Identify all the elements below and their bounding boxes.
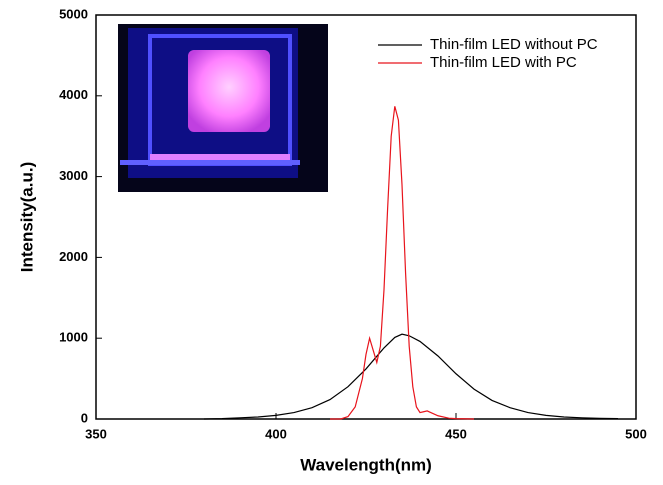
x-tick-label: 350 [85,426,107,441]
legend-label: Thin-film LED without PC [430,36,598,53]
y-tick-label: 1000 [59,330,88,345]
legend-label: Thin-film LED with PC [430,54,577,71]
y-tick-label: 0 [81,410,88,425]
inset-photo [118,24,328,192]
x-axis-label: Wavelength(nm) [300,455,432,474]
y-tick-label: 4000 [59,87,88,102]
y-tick-label: 2000 [59,249,88,264]
x-tick-label: 400 [265,426,287,441]
plot-frame [95,14,637,420]
x-tick-label: 450 [445,426,467,441]
x-tick-label: 500 [625,426,647,441]
y-tick-label: 3000 [59,168,88,183]
series-line [203,333,619,420]
y-axis-label: Intensity(a.u.) [17,162,36,273]
y-tick-label: 5000 [59,6,88,21]
series-line [330,106,475,420]
